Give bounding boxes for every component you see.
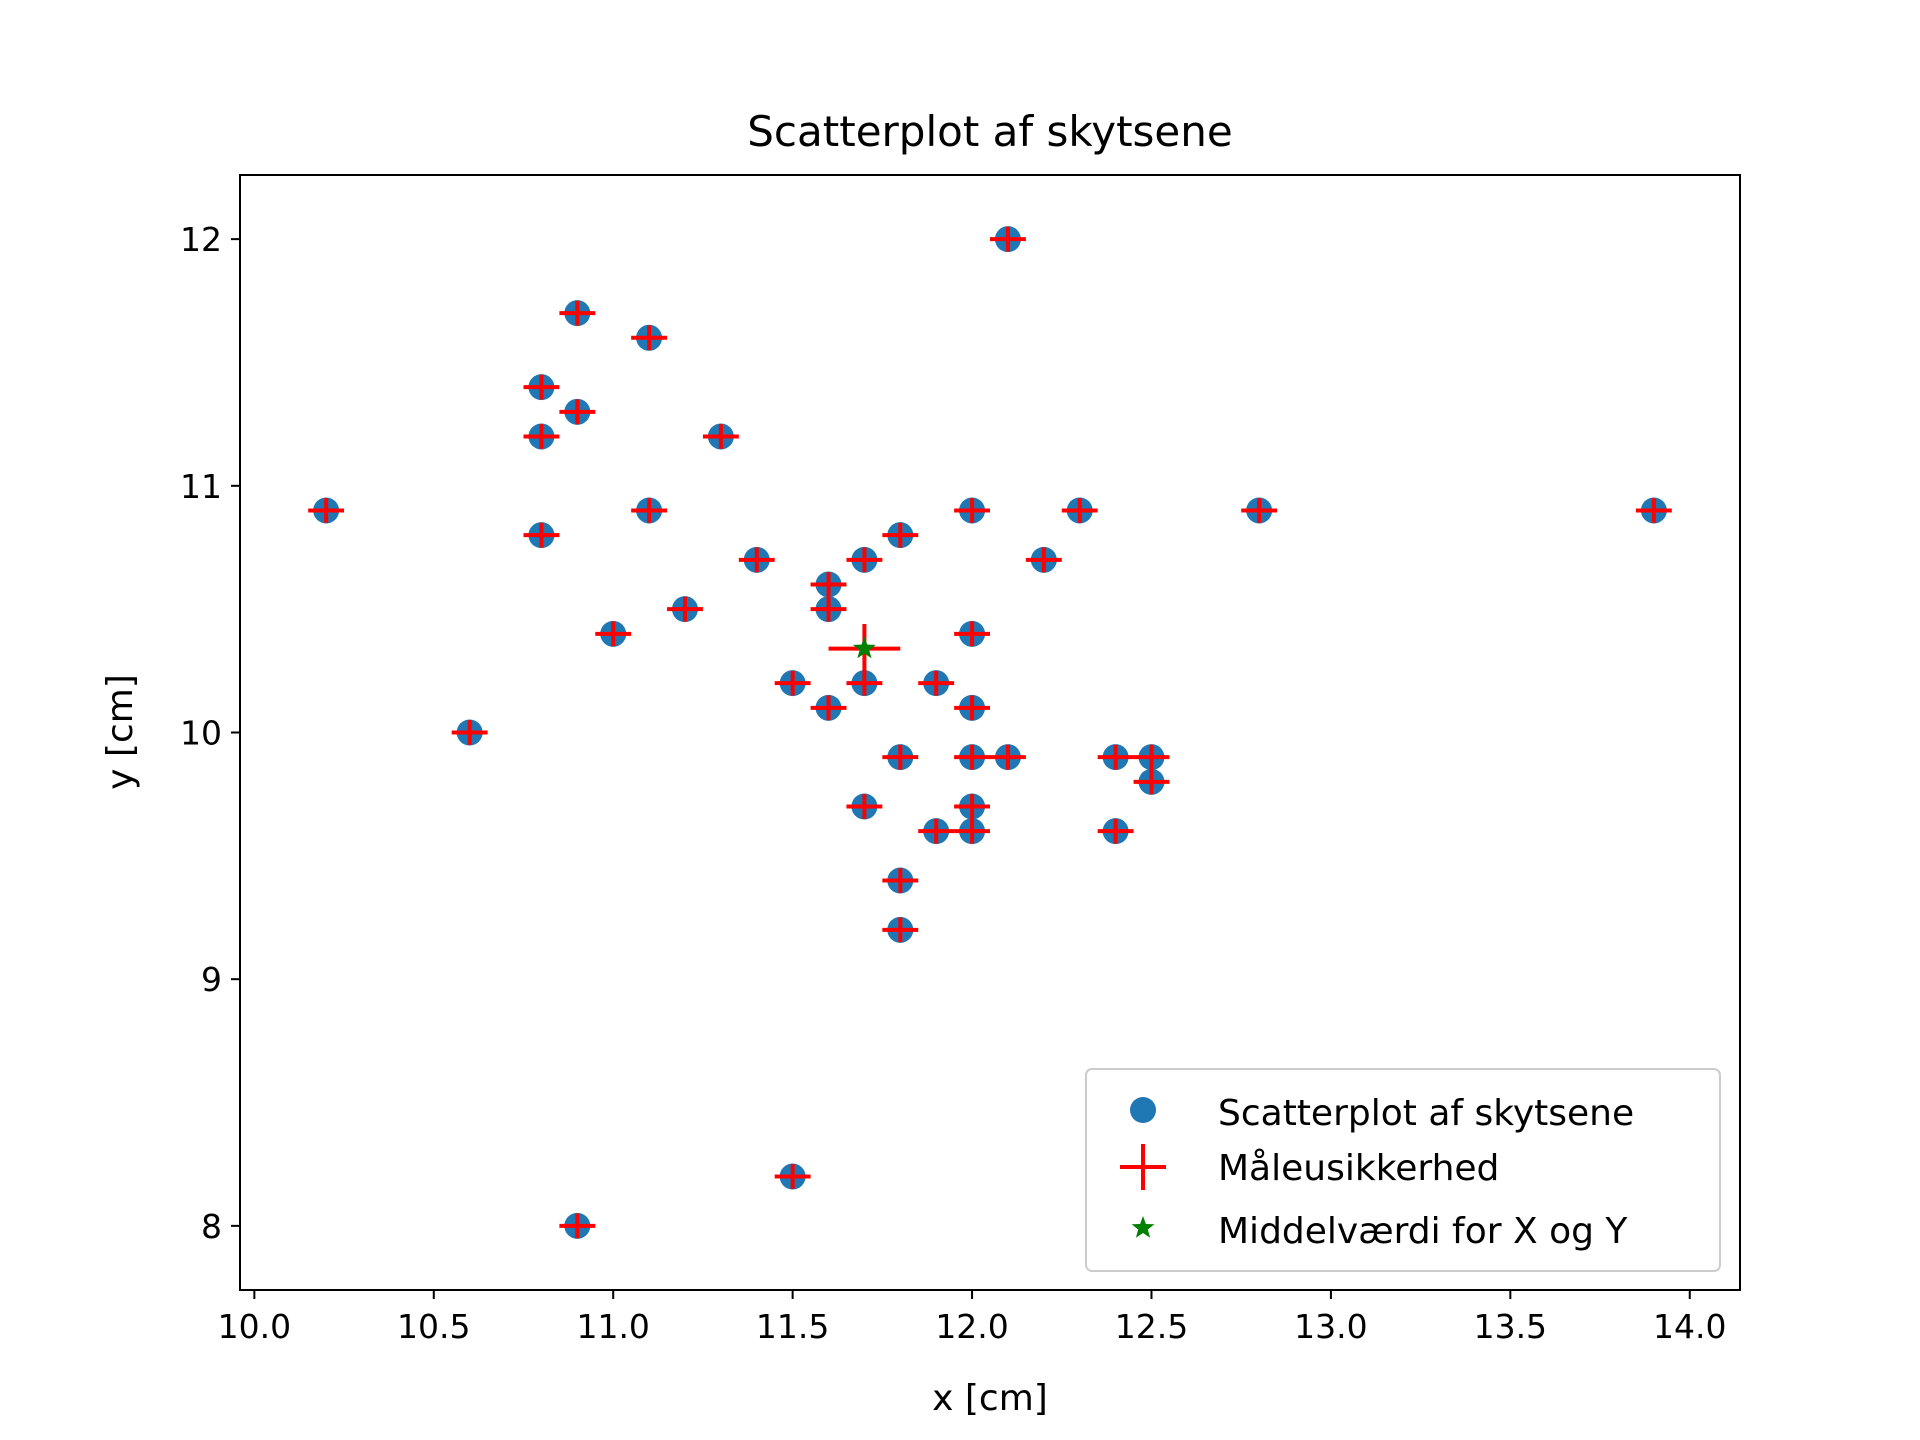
legend: Scatterplot af skytsene Måleusikkerhed M… bbox=[1085, 1068, 1721, 1272]
x-tick-label: 14.0 bbox=[1653, 1307, 1726, 1346]
legend-label-mean: Middelværdi for X og Y bbox=[1218, 1211, 1628, 1252]
legend-label-points: Scatterplot af skytsene bbox=[1218, 1093, 1634, 1134]
y-axis-ticks: 8 9 10 11 12 bbox=[180, 220, 240, 1246]
legend-star-marker bbox=[1131, 1216, 1155, 1238]
y-axis-label: y [cm] bbox=[100, 674, 141, 790]
y-tick-label: 10 bbox=[180, 714, 222, 753]
y-tick-label: 12 bbox=[180, 220, 222, 259]
x-tick-label: 13.0 bbox=[1294, 1307, 1367, 1346]
x-tick-label: 10.0 bbox=[218, 1307, 291, 1346]
legend-label-uncertainty: Måleusikkerhed bbox=[1218, 1148, 1499, 1189]
x-axis-label: x [cm] bbox=[932, 1378, 1048, 1419]
x-tick-label: 11.0 bbox=[576, 1307, 649, 1346]
x-tick-label: 12.0 bbox=[935, 1307, 1008, 1346]
points-layer bbox=[313, 226, 1667, 1239]
mean-star-marker bbox=[853, 636, 876, 659]
mean-layer bbox=[828, 623, 901, 674]
legend-frame bbox=[1085, 1068, 1721, 1272]
legend-point-marker bbox=[1130, 1097, 1156, 1123]
x-axis-ticks: 10.0 10.5 11.0 11.5 12.0 12.5 13.0 13.5 14.0 bbox=[218, 1290, 1727, 1346]
error-bars-layer bbox=[308, 226, 1672, 1239]
x-tick-label: 11.5 bbox=[756, 1307, 829, 1346]
y-tick-label: 11 bbox=[180, 467, 222, 506]
y-tick-label: 8 bbox=[201, 1207, 222, 1246]
x-tick-label: 10.5 bbox=[397, 1307, 470, 1346]
x-tick-label: 13.5 bbox=[1474, 1307, 1547, 1346]
y-tick-label: 9 bbox=[201, 960, 222, 999]
chart-title: Scatterplot af skytsene bbox=[747, 107, 1232, 156]
x-tick-label: 12.5 bbox=[1115, 1307, 1188, 1346]
